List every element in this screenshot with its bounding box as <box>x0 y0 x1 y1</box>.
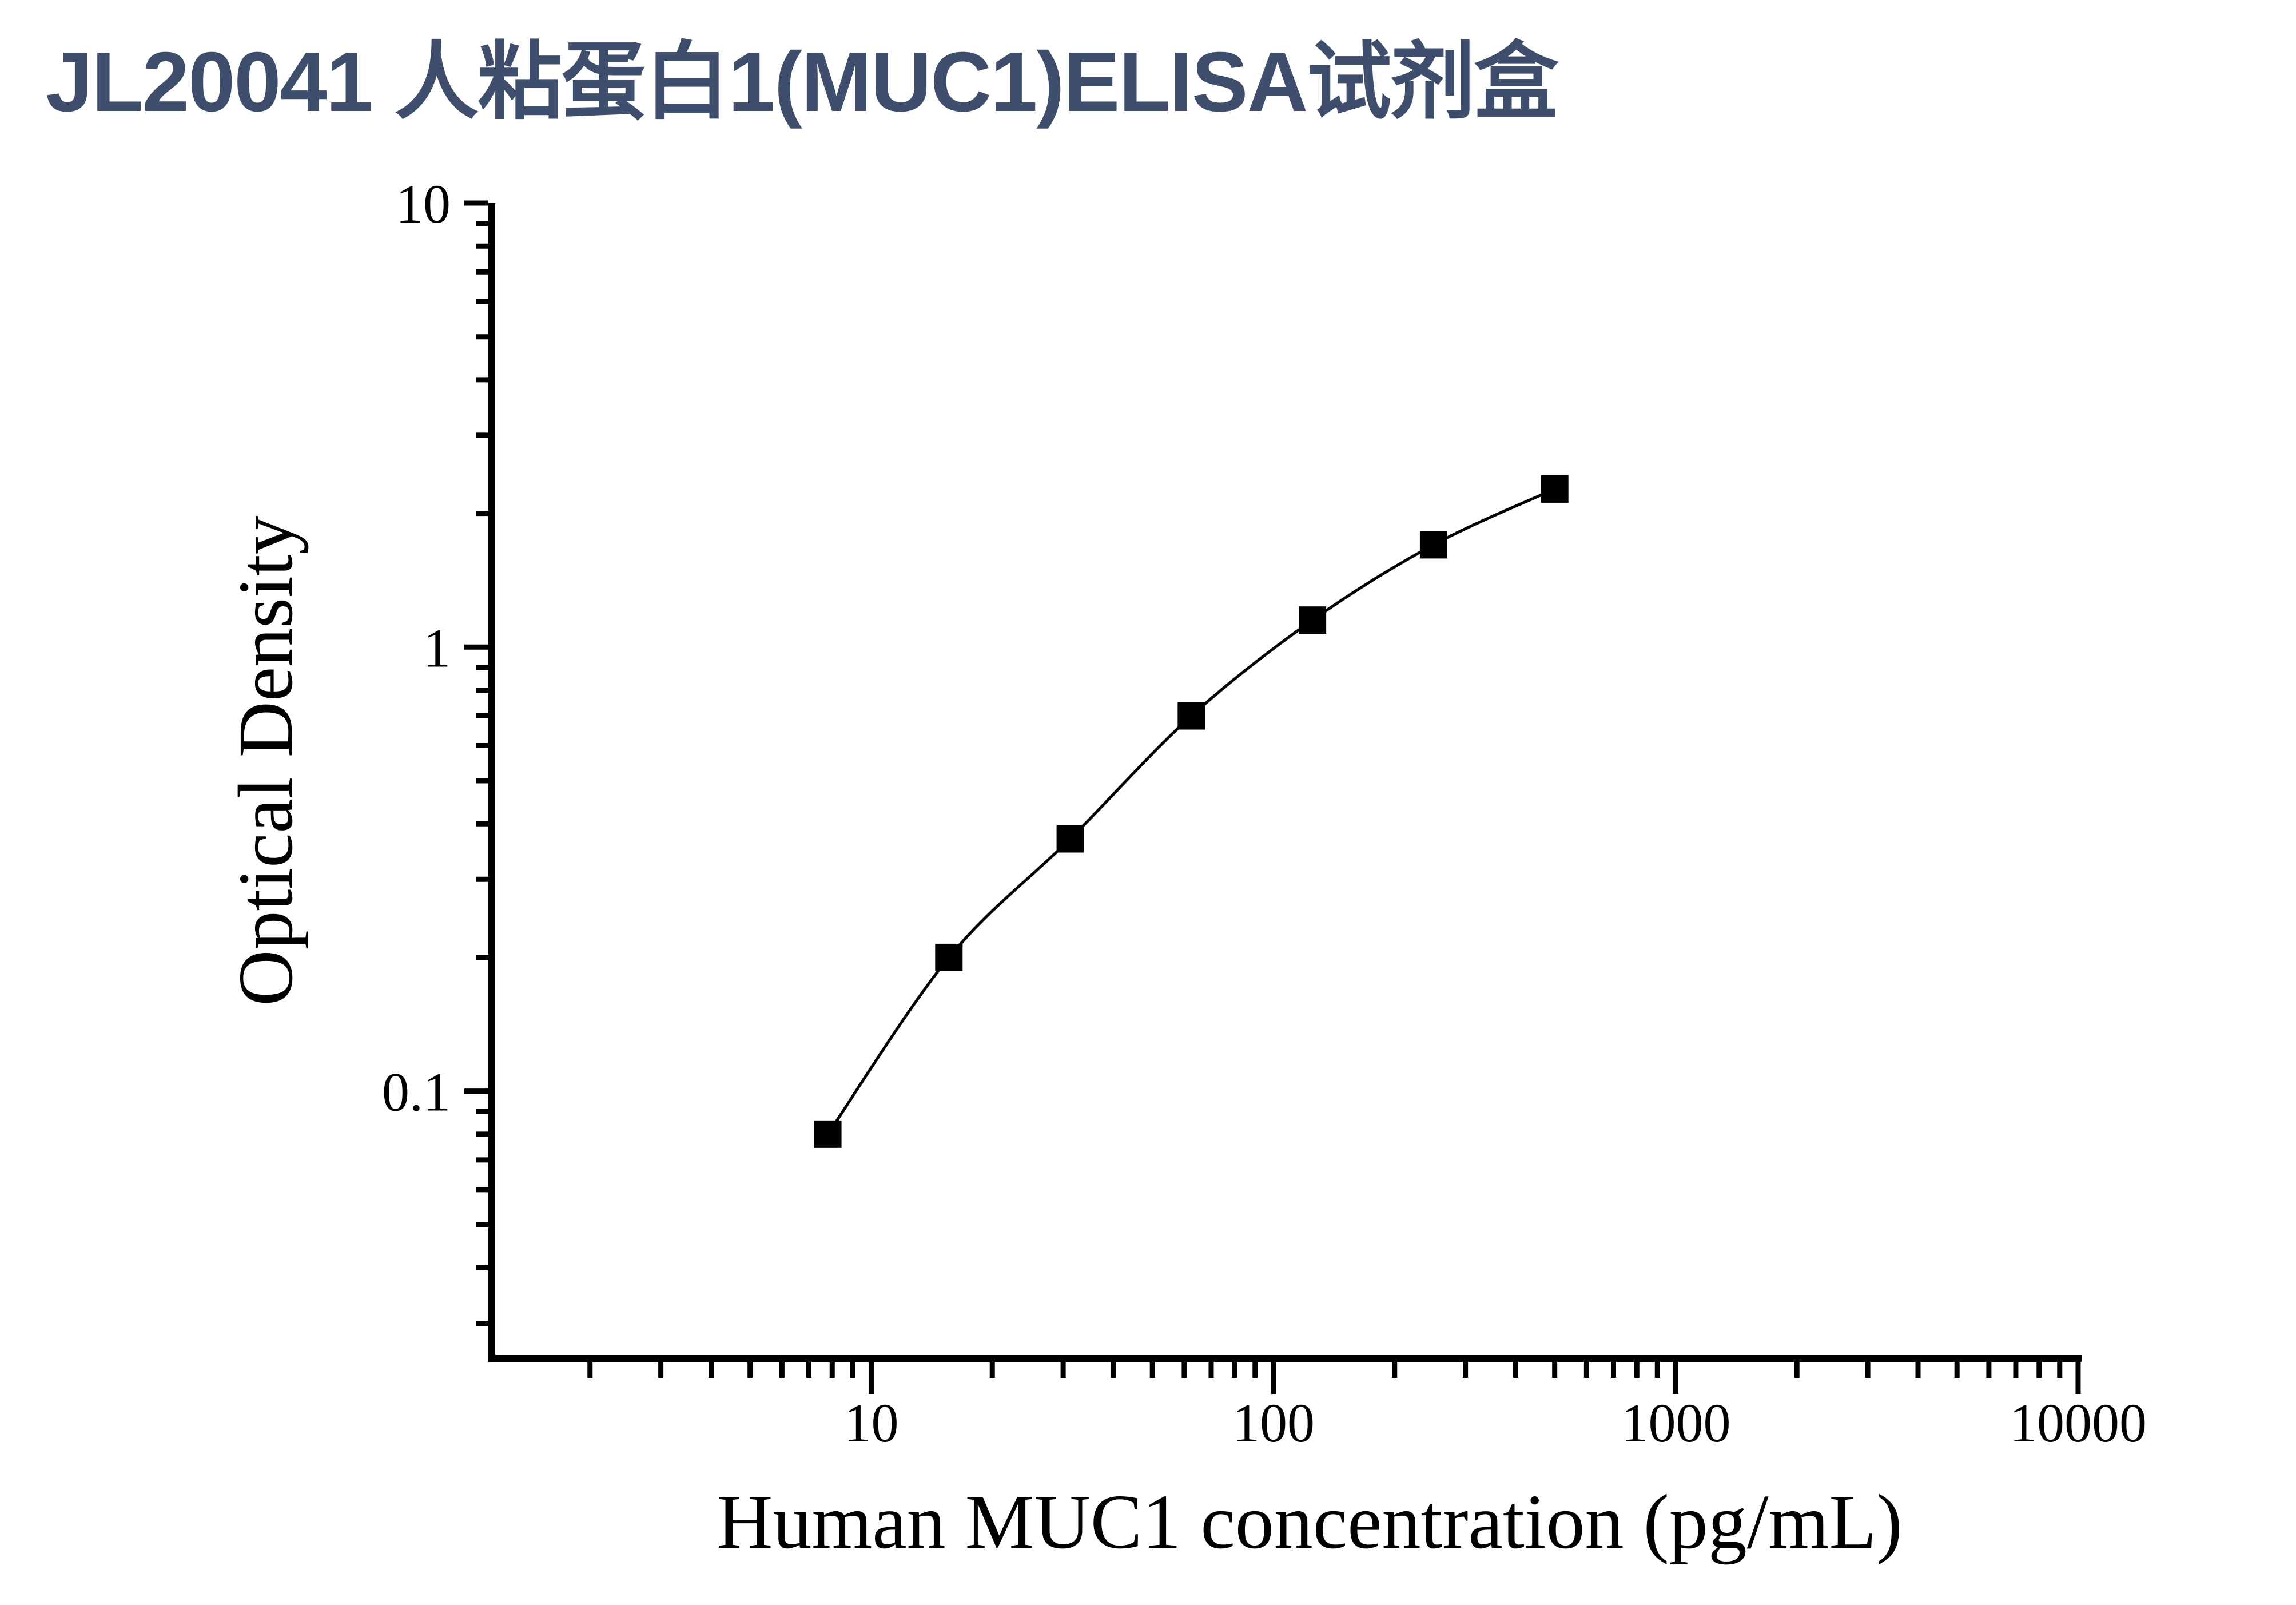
data-point-marker <box>935 943 963 971</box>
data-point-marker <box>1056 825 1084 853</box>
page-title: JL20041 人粘蛋白1(MUC1)ELISA试剂盒 <box>46 35 1558 129</box>
y-tick-label: 1 <box>423 617 451 678</box>
data-point-marker <box>1299 606 1327 634</box>
data-point-marker <box>1541 475 1569 503</box>
x-tick-label: 1000 <box>1621 1392 1730 1453</box>
y-axis-title: Optical Density <box>223 515 309 1006</box>
data-point-marker <box>1177 702 1205 730</box>
x-axis-title: Human MUC1 concentration (pg/mL) <box>717 1479 1903 1565</box>
x-tick-label: 10000 <box>2010 1392 2147 1453</box>
standard-curve-line <box>826 487 1555 1135</box>
y-tick-label: 10 <box>396 173 451 235</box>
data-point-marker <box>814 1120 842 1148</box>
x-tick-label: 10 <box>843 1392 898 1453</box>
y-tick-label: 0.1 <box>382 1062 451 1123</box>
x-tick-label: 100 <box>1232 1392 1315 1453</box>
data-point-marker <box>1419 531 1447 559</box>
